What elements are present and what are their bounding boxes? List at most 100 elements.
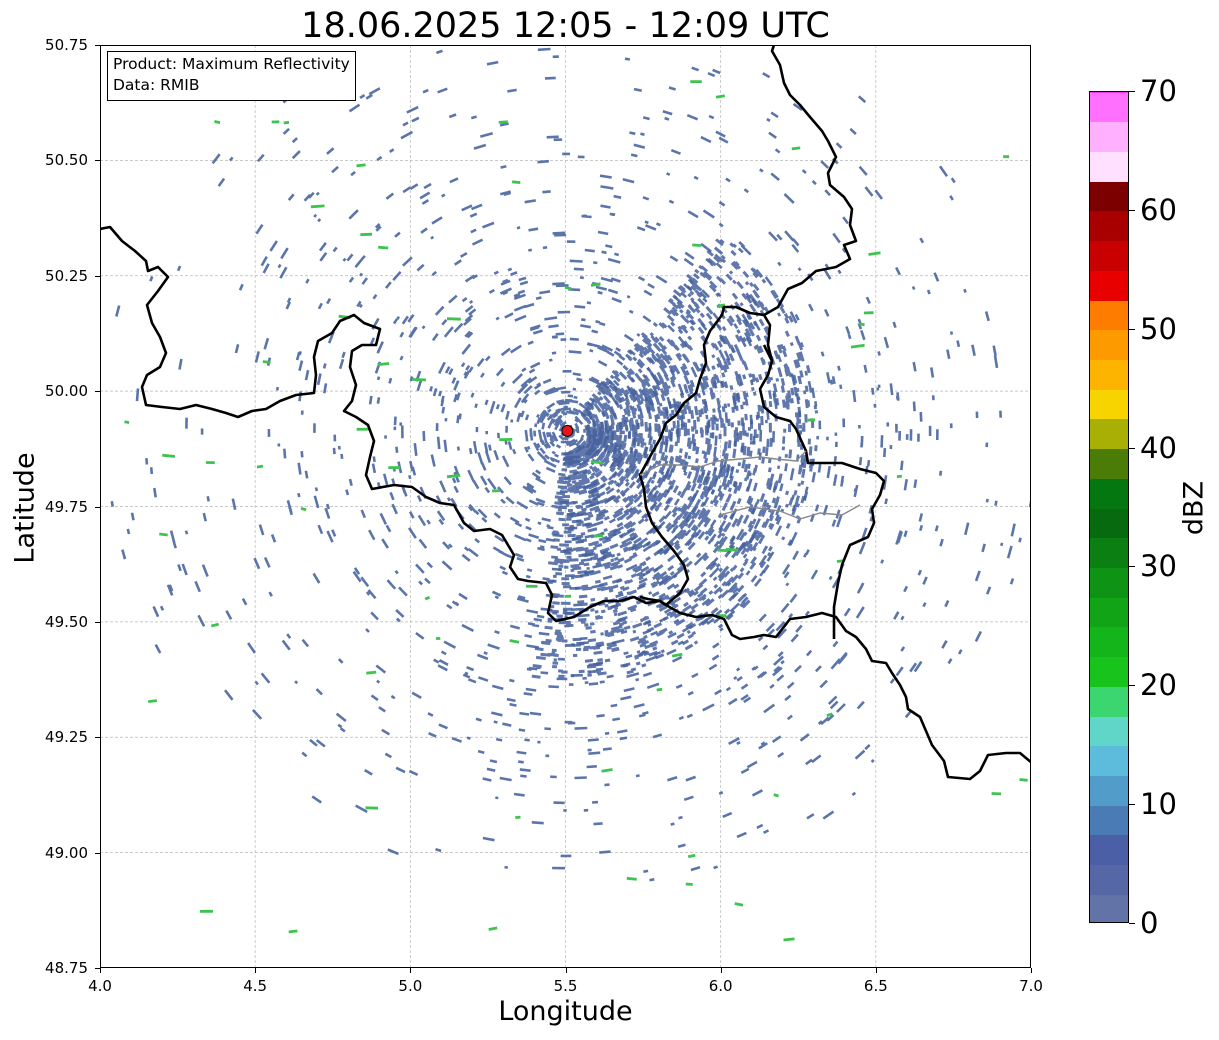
colorbar-segment (1090, 92, 1128, 93)
colorbar-segment (1090, 270, 1128, 301)
colorbar-segment (1090, 716, 1128, 747)
y-axis-label: Latitude (9, 452, 41, 564)
colorbar-label: dBZ (1178, 480, 1210, 536)
border-luxembourg-germany (758, 344, 886, 639)
colorbar-tick-mark (1129, 685, 1135, 687)
colorbar-tick-label: 0 (1140, 906, 1159, 940)
colorbar-segment (1090, 300, 1128, 331)
colorbar-segment (1090, 418, 1128, 450)
colorbar-segment (1090, 597, 1128, 628)
x-tick-mark (255, 968, 257, 973)
y-tick-mark (95, 968, 100, 969)
colorbar-segment (1090, 894, 1128, 922)
colorbar-segment (1090, 121, 1128, 153)
colorbar-segment (1090, 834, 1128, 866)
x-tick-mark (720, 968, 722, 973)
colorbar-tick-mark (1129, 804, 1135, 806)
colorbar-tick-label: 40 (1140, 430, 1177, 465)
x-tick-label: 6.0 (708, 977, 733, 995)
y-tick-mark (95, 621, 100, 623)
colorbar-segment (1090, 151, 1128, 182)
reflectivity-echo-core (531, 238, 818, 679)
colorbar-segment (1090, 448, 1128, 479)
colorbar-segment (1090, 537, 1128, 569)
radar-site-marker (561, 424, 574, 437)
x-tick-label: 6.5 (863, 977, 888, 995)
country-borders (100, 45, 1031, 781)
colorbar-tick-label: 20 (1140, 668, 1177, 703)
y-tick-mark (95, 160, 100, 162)
colorbar-tick-mark (1129, 923, 1135, 924)
inner-border-luxembourg-south (719, 504, 861, 520)
x-tick-mark (875, 968, 877, 973)
y-tick-label: 50.75 (45, 36, 88, 54)
y-tick-label: 49.25 (45, 728, 88, 747)
border-france-belgium-south (639, 595, 667, 607)
y-tick-label: 50.50 (45, 151, 88, 170)
border-belgium-germany-east (763, 45, 858, 317)
colorbar-tick-label: 70 (1140, 74, 1177, 108)
y-tick-label: 48.75 (45, 959, 88, 977)
border-france-germany (665, 603, 1031, 781)
colorbar-segment (1090, 240, 1128, 271)
colorbar-tick-mark (1129, 209, 1135, 211)
y-tick-mark (95, 391, 100, 393)
colorbar-tick-mark (1129, 328, 1135, 330)
internal-borders (639, 450, 861, 520)
product-info-box: Product: Maximum Reflectivity Data: RMIB (107, 51, 356, 101)
colorbar-segment (1090, 508, 1128, 539)
colorbar-segment (1090, 389, 1128, 420)
colorbar-segment (1090, 864, 1128, 895)
radar-map (100, 45, 1031, 968)
colorbar-segment (1090, 210, 1128, 242)
x-tick-mark (100, 968, 101, 973)
colorbar-tick-label: 50 (1140, 311, 1177, 346)
radar-echoes (110, 47, 1031, 942)
map-title: 18.06.2025 12:05 - 12:09 UTC (301, 6, 830, 46)
y-tick-label: 50.25 (45, 266, 88, 285)
colorbar-segment (1090, 745, 1128, 777)
y-tick-mark (95, 737, 100, 739)
colorbar-segment (1090, 92, 1128, 123)
product-label: Product: Maximum Reflectivity (113, 55, 350, 73)
y-tick-mark (95, 506, 100, 508)
colorbar-tick-label: 30 (1140, 549, 1177, 584)
colorbar-tick-label: 60 (1140, 192, 1177, 227)
colorbar-tick-mark (1129, 566, 1135, 568)
data-source-label: Data: RMIB (113, 76, 200, 94)
x-tick-mark (565, 968, 567, 973)
colorbar-tick-label: 10 (1140, 787, 1177, 822)
x-tick-mark (410, 968, 412, 973)
colorbar-tick-mark (1129, 91, 1135, 92)
x-tick-label: 7.0 (1019, 977, 1043, 995)
y-tick-label: 49.00 (45, 843, 88, 862)
colorbar (1089, 91, 1129, 923)
colorbar-segment (1090, 775, 1128, 806)
x-tick-mark (1031, 968, 1032, 973)
radar-site-layer (561, 424, 574, 437)
y-tick-mark (95, 275, 100, 277)
y-tick-mark (95, 45, 100, 46)
x-tick-label: 5.5 (553, 977, 578, 995)
y-tick-mark (95, 852, 100, 854)
colorbar-segment (1090, 329, 1128, 361)
colorbar-segment (1090, 626, 1128, 658)
inner-border-luxembourg (639, 450, 807, 476)
map-plot-area[interactable] (100, 45, 1031, 968)
x-tick-label: 4.5 (243, 977, 268, 995)
y-tick-label: 49.75 (45, 497, 88, 516)
colorbar-segment (1090, 478, 1128, 509)
colorbar-segment (1090, 359, 1128, 390)
x-tick-label: 4.0 (88, 977, 112, 995)
y-tick-label: 50.00 (45, 382, 88, 401)
x-tick-label: 5.0 (398, 977, 423, 995)
border-belgium-france-west (100, 225, 667, 623)
colorbar-tick-mark (1129, 447, 1135, 449)
colorbar-segment (1090, 686, 1128, 717)
colorbar-segment (1090, 805, 1128, 836)
reflectivity-echo-green-cells (124, 80, 1028, 942)
x-axis-label: Longitude (498, 996, 633, 1027)
border-luxembourg-west-north (638, 305, 774, 606)
y-tick-label: 49.50 (45, 612, 88, 631)
colorbar-segment (1090, 181, 1128, 212)
